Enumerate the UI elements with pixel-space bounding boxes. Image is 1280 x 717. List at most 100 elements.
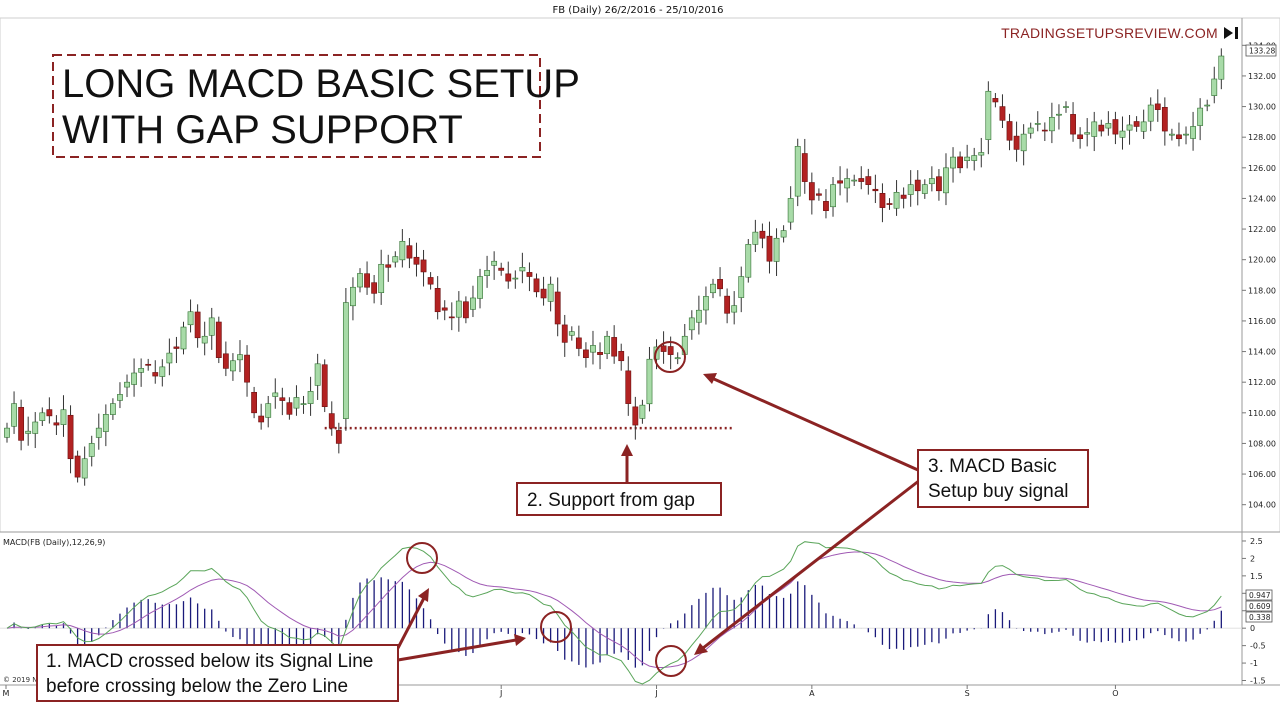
candle <box>406 238 413 269</box>
candle <box>335 422 342 454</box>
candle <box>215 316 222 364</box>
candle <box>688 310 695 340</box>
candle <box>39 407 46 426</box>
candle <box>604 330 610 360</box>
candle <box>258 403 265 430</box>
price-tick-label: 130.00 <box>1248 103 1276 112</box>
macd-peak-circle <box>406 542 438 574</box>
candle <box>568 326 575 341</box>
candle <box>646 346 653 412</box>
candle <box>272 378 279 409</box>
candle <box>710 278 716 299</box>
candle <box>738 266 745 313</box>
candle <box>985 81 992 155</box>
candle <box>674 352 681 365</box>
candle <box>300 395 307 414</box>
candle <box>187 299 194 333</box>
candle <box>1020 124 1027 166</box>
candle <box>11 391 17 434</box>
candle <box>858 166 865 190</box>
signal-value-tag: 0.609 <box>1249 602 1271 611</box>
candle <box>865 168 872 195</box>
candle <box>74 450 81 483</box>
candle <box>1034 111 1041 132</box>
candle <box>547 276 554 312</box>
candle <box>18 399 25 451</box>
signal-annotation-line-1: 3. MACD Basic <box>928 456 1057 477</box>
entry-circle <box>654 341 686 373</box>
skip-to-end-icon[interactable] <box>1224 27 1238 39</box>
candle <box>964 144 971 169</box>
candle <box>434 276 441 320</box>
candle <box>695 295 702 335</box>
candle <box>815 188 822 201</box>
candle <box>618 343 625 371</box>
last-price-tag: 133.28 <box>1245 44 1277 57</box>
candle <box>32 412 39 449</box>
price-tick-label: 118.00 <box>1248 286 1276 295</box>
candle <box>110 398 116 420</box>
candle <box>745 239 752 283</box>
candle <box>1218 48 1225 90</box>
candle <box>201 321 208 356</box>
candle <box>1176 122 1182 147</box>
candle <box>703 286 709 325</box>
candle <box>477 268 483 309</box>
candle <box>364 261 370 295</box>
candle <box>286 397 293 420</box>
candle <box>455 291 462 332</box>
candle <box>350 277 356 321</box>
candle <box>1211 66 1218 104</box>
price-tick-label: 122.00 <box>1248 225 1276 234</box>
candle <box>1006 113 1013 151</box>
candle <box>872 174 879 204</box>
annotation-arrows <box>396 373 921 662</box>
candle <box>293 385 300 416</box>
price-tick-label: 128.00 <box>1248 133 1276 142</box>
support-annotation-text: 2. Support from gap <box>527 490 695 511</box>
candle <box>67 405 74 474</box>
candle <box>4 422 10 443</box>
candle <box>470 285 476 318</box>
macd-value-tags: 0.947 0.609 0.338 <box>1245 589 1273 623</box>
candle <box>1140 109 1147 139</box>
candle <box>1056 104 1062 130</box>
candle <box>787 186 794 230</box>
candle <box>1154 89 1161 122</box>
candle <box>801 138 808 194</box>
macd-annotation: 1. MACD crossed below its Signal Line be… <box>36 644 399 702</box>
candle <box>46 397 53 424</box>
candle <box>1084 118 1091 147</box>
candle <box>420 249 427 287</box>
candle <box>378 249 385 305</box>
x-tick-label: A <box>809 689 815 698</box>
candle <box>590 330 596 365</box>
candle <box>180 321 187 355</box>
support-annotation: 2. Support from gap <box>516 482 722 516</box>
candle <box>752 219 759 253</box>
x-tick-label: O <box>1112 689 1118 698</box>
price-axis: 104.00 106.00 108.00 110.00 112.00 114.00 116.… <box>1242 41 1276 510</box>
candle <box>399 229 406 268</box>
price-tick-label: 116.00 <box>1248 317 1276 326</box>
macd-tick-label: -0.5 <box>1250 642 1266 651</box>
candle <box>222 341 229 377</box>
candle <box>526 262 533 292</box>
candle <box>321 359 328 413</box>
price-tick-label: 108.00 <box>1248 439 1276 448</box>
candle <box>950 147 956 183</box>
macd-tick-label: 2.5 <box>1250 537 1263 546</box>
histogram-value-tag: 0.338 <box>1249 613 1271 622</box>
price-tick-label: 106.00 <box>1248 470 1276 479</box>
candle <box>921 179 928 199</box>
candle <box>533 273 540 298</box>
candle <box>1169 128 1175 141</box>
candle <box>194 304 201 348</box>
candle <box>230 353 236 381</box>
candle <box>971 147 978 171</box>
candle <box>625 356 632 416</box>
candle <box>907 170 914 207</box>
macd-annotation-line-1: 1. MACD crossed below its Signal Line <box>46 651 373 672</box>
candle <box>978 137 985 168</box>
